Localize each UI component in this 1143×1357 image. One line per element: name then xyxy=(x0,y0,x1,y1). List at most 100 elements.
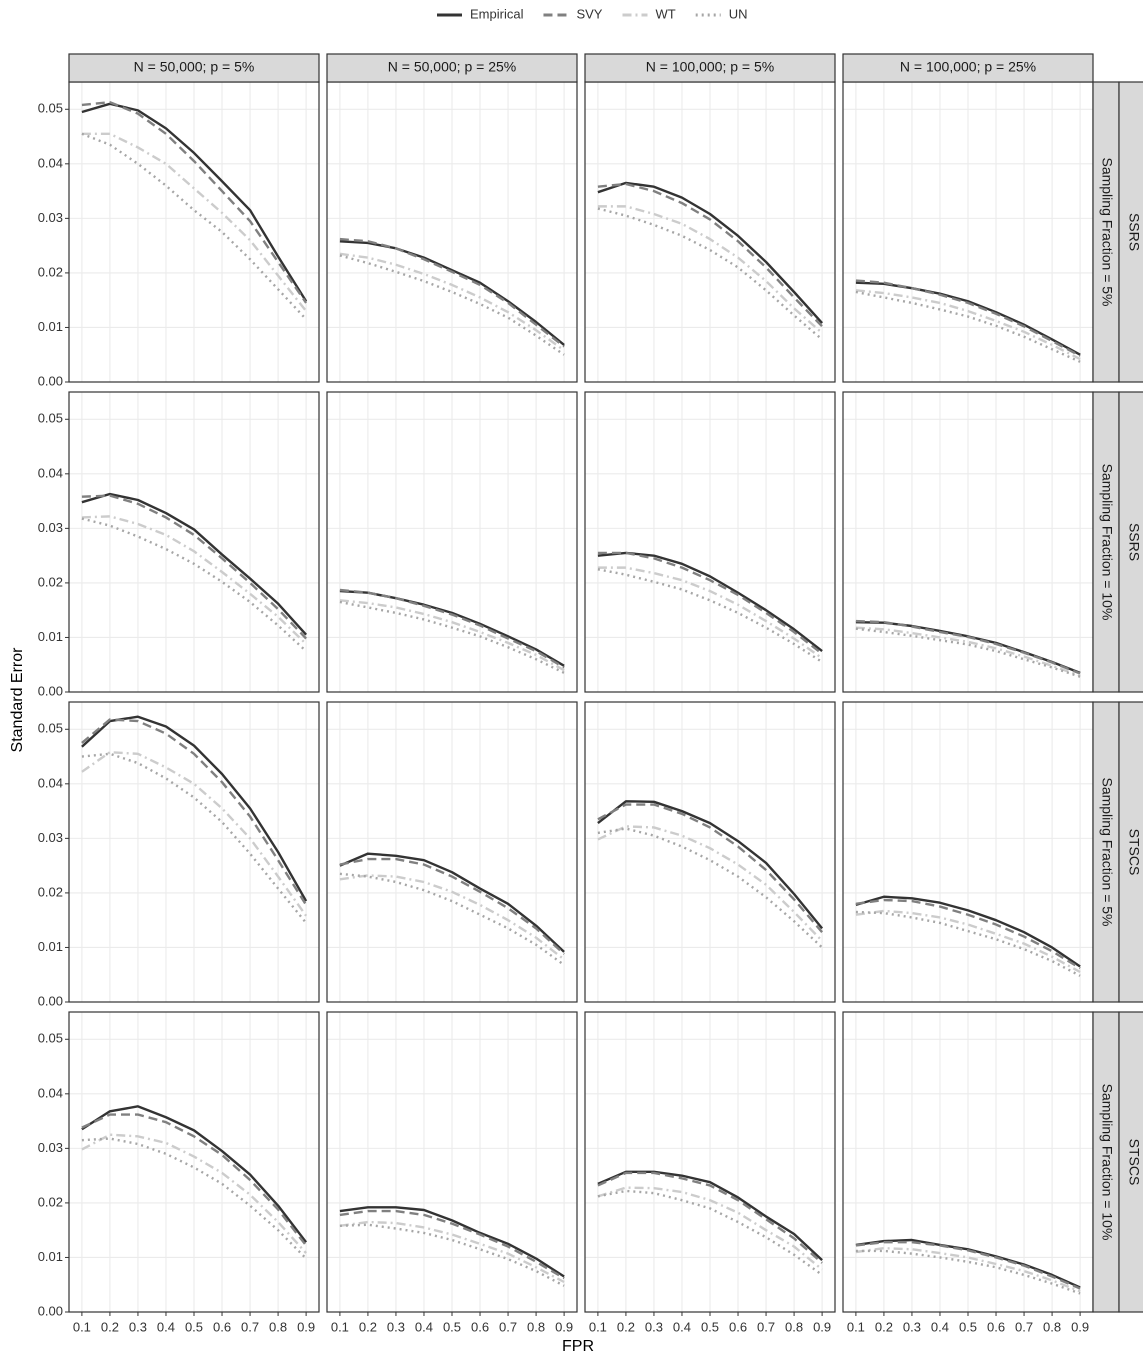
y-tick-label: 0.00 xyxy=(38,683,63,698)
series-line xyxy=(339,1220,565,1284)
group-strip-label: STSCS xyxy=(1126,829,1142,876)
panel xyxy=(842,81,1094,383)
series-line xyxy=(855,910,1081,977)
panel xyxy=(584,1011,836,1313)
series-line xyxy=(339,237,565,348)
series-line xyxy=(339,240,565,346)
series-line xyxy=(855,909,1081,974)
series-line xyxy=(81,102,308,302)
column-strip xyxy=(584,53,836,83)
panel-border xyxy=(326,701,578,1003)
series-line xyxy=(81,752,308,924)
column-strip-label: N = 100,000; p = 5% xyxy=(646,59,774,75)
panel-border xyxy=(68,701,320,1003)
series-line xyxy=(339,1223,565,1287)
group-strip xyxy=(1118,701,1143,1003)
series-line xyxy=(597,1189,823,1276)
x-tick-label: 0.6 xyxy=(213,1319,231,1334)
x-tick-label: 0.3 xyxy=(129,1319,147,1334)
panel xyxy=(842,391,1094,693)
series-line xyxy=(855,1249,1081,1295)
series-line xyxy=(597,551,823,653)
x-tick-label: 0.8 xyxy=(785,1319,803,1334)
series-line xyxy=(855,281,1081,356)
series-line xyxy=(597,205,823,334)
x-tick-label: 0.8 xyxy=(1043,1319,1061,1334)
series-line xyxy=(339,852,565,953)
series-line xyxy=(855,895,1081,968)
x-tick-label: 0.5 xyxy=(443,1319,461,1334)
x-tick-label: 0.7 xyxy=(499,1319,517,1334)
x-tick-label: 0.9 xyxy=(813,1319,831,1334)
x-tick-label: 0.7 xyxy=(241,1319,259,1334)
y-tick-label: 0.02 xyxy=(38,1194,63,1209)
x-tick-label: 0.6 xyxy=(729,1319,747,1334)
panel xyxy=(68,391,320,693)
panel xyxy=(68,701,320,1003)
series-line xyxy=(81,1113,308,1247)
legend-label: Empirical xyxy=(470,6,524,21)
row-strip xyxy=(1092,391,1120,693)
series-line xyxy=(855,1246,1081,1293)
x-tick-label: 0.1 xyxy=(73,1319,91,1334)
x-tick-label: 0.8 xyxy=(269,1319,287,1334)
panel-border xyxy=(68,391,320,693)
series-line xyxy=(81,100,308,304)
column-strip xyxy=(68,53,320,83)
y-tick-label: 0.03 xyxy=(38,210,63,225)
series-line xyxy=(855,290,1081,363)
column-strip-label: N = 50,000; p = 5% xyxy=(134,59,255,75)
panel xyxy=(326,701,578,1003)
series-line xyxy=(597,827,823,949)
series-line xyxy=(597,800,824,930)
series-line xyxy=(855,627,1081,678)
series-line xyxy=(597,1171,823,1264)
series-line xyxy=(597,181,823,324)
series-line xyxy=(597,551,823,655)
x-tick-label: 0.2 xyxy=(101,1319,119,1334)
x-tick-label: 0.1 xyxy=(847,1319,865,1334)
row-strip xyxy=(1092,1011,1120,1313)
row-strip-label: Sampling Fraction = 5% xyxy=(1099,777,1115,926)
x-tick-label: 0.3 xyxy=(645,1319,663,1334)
legend-label: WT xyxy=(655,6,675,21)
series-line xyxy=(339,252,565,352)
series-line xyxy=(81,492,307,636)
group-strip-label: SSRS xyxy=(1126,523,1142,561)
y-axis-title: Standard Error xyxy=(9,647,26,753)
y-tick-label: 0.03 xyxy=(38,1140,63,1155)
panel xyxy=(68,1011,320,1313)
series-line xyxy=(597,1186,823,1271)
panel xyxy=(842,1011,1094,1313)
panel xyxy=(584,701,836,1003)
series-line xyxy=(81,1137,307,1260)
series-line xyxy=(855,1240,1081,1290)
x-tick-label: 0.5 xyxy=(959,1319,977,1334)
column-strip xyxy=(326,53,578,83)
y-tick-label: 0.02 xyxy=(38,574,63,589)
x-tick-label: 0.9 xyxy=(555,1319,573,1334)
series-line xyxy=(597,1170,823,1262)
panel xyxy=(584,81,836,383)
series-line xyxy=(597,803,824,933)
series-line xyxy=(339,588,565,669)
x-tick-label: 0.4 xyxy=(415,1319,433,1334)
row-strip xyxy=(1092,81,1120,383)
x-tick-label: 0.4 xyxy=(931,1319,949,1334)
x-tick-label: 0.3 xyxy=(387,1319,405,1334)
x-tick-label: 0.2 xyxy=(359,1319,377,1334)
series-line xyxy=(339,1209,565,1280)
x-tick-label: 0.8 xyxy=(527,1319,545,1334)
x-tick-label: 0.5 xyxy=(185,1319,203,1334)
column-strip xyxy=(842,53,1094,83)
panel xyxy=(584,391,836,693)
y-tick-label: 0.01 xyxy=(38,629,63,644)
x-tick-label: 0.3 xyxy=(903,1319,921,1334)
series-line xyxy=(855,279,1081,357)
x-tick-label: 0.2 xyxy=(875,1319,893,1334)
row-strip-label: Sampling Fraction = 10% xyxy=(1099,464,1115,621)
group-strip xyxy=(1118,1011,1143,1313)
x-tick-label: 0.4 xyxy=(673,1319,691,1334)
series-line xyxy=(855,626,1081,677)
